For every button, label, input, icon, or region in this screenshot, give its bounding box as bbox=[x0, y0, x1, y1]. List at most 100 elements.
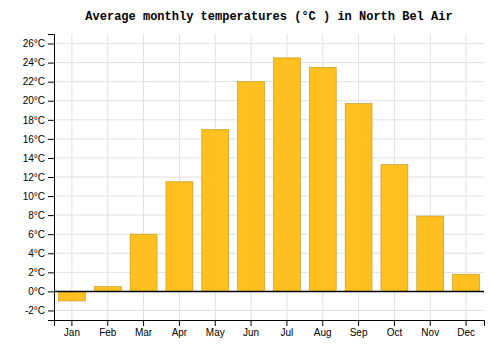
tick-mark bbox=[71, 320, 72, 326]
plot-area bbox=[54, 58, 484, 301]
bar bbox=[345, 104, 372, 292]
tick-mark bbox=[48, 196, 54, 197]
tick-mark bbox=[358, 320, 359, 326]
bar bbox=[453, 274, 480, 291]
grid-line-y bbox=[54, 215, 484, 216]
tick-label: 6°C bbox=[28, 229, 45, 240]
bar bbox=[130, 234, 157, 291]
bar bbox=[238, 82, 265, 292]
tick-label: Sep bbox=[350, 327, 368, 338]
tick: 4°C bbox=[28, 248, 54, 259]
tick-mark bbox=[107, 320, 108, 326]
tick-label: Jan bbox=[64, 327, 80, 338]
grid-line-y bbox=[54, 100, 484, 101]
baseline bbox=[54, 291, 484, 293]
tick-label: 22°C bbox=[23, 76, 45, 87]
tick: Sep bbox=[350, 320, 368, 338]
tick-label: 18°C bbox=[23, 115, 45, 126]
grid-line-y bbox=[54, 138, 484, 139]
tick-mark bbox=[322, 320, 323, 326]
tick-mark bbox=[48, 310, 54, 311]
tick-label: Apr bbox=[172, 327, 188, 338]
tick: May bbox=[206, 320, 225, 338]
tick-mark bbox=[48, 253, 54, 254]
tick: 18°C bbox=[23, 115, 54, 126]
axis-line bbox=[55, 321, 485, 327]
tick-mark bbox=[215, 320, 216, 326]
tick: 20°C bbox=[23, 95, 54, 106]
tick-label: 12°C bbox=[23, 172, 45, 183]
tick: Feb bbox=[99, 320, 117, 338]
tick-label: 16°C bbox=[23, 134, 45, 145]
bar bbox=[381, 165, 408, 292]
tick-label: Oct bbox=[387, 327, 403, 338]
tick-label: 2°C bbox=[28, 267, 45, 278]
tick-mark bbox=[48, 177, 54, 178]
chart-container: -2°C0°C2°C4°C6°C8°C10°C12°C14°C16°C18°C2… bbox=[0, 0, 500, 350]
bar bbox=[58, 291, 85, 301]
tick-mark bbox=[286, 320, 287, 326]
title: Average monthly temperatures (°C ) in No… bbox=[85, 10, 452, 24]
chart: -2°C0°C2°C4°C6°C8°C10°C12°C14°C16°C18°C2… bbox=[0, 0, 500, 350]
y-axis: -2°C0°C2°C4°C6°C8°C10°C12°C14°C16°C18°C2… bbox=[23, 35, 55, 321]
tick: 24°C bbox=[23, 57, 54, 68]
tick: Jan bbox=[64, 320, 80, 338]
tick-label: Mar bbox=[135, 327, 153, 338]
tick-label: 4°C bbox=[28, 248, 45, 259]
tick: Dec bbox=[457, 320, 475, 338]
grid-line-y bbox=[54, 177, 484, 178]
tick: Jul bbox=[281, 320, 294, 338]
tick-label: 24°C bbox=[23, 57, 45, 68]
bar bbox=[309, 67, 336, 291]
tick-label: May bbox=[206, 327, 225, 338]
grid-line-y bbox=[54, 310, 484, 311]
tick-mark bbox=[48, 120, 54, 121]
tick-label: Jul bbox=[281, 327, 294, 338]
grid-line-y bbox=[54, 119, 484, 120]
tick: Nov bbox=[421, 320, 439, 338]
tick-mark bbox=[48, 158, 54, 159]
grid-line-y bbox=[54, 196, 484, 197]
grid-line-y bbox=[54, 43, 484, 44]
tick-mark bbox=[48, 82, 54, 83]
tick-mark bbox=[48, 272, 54, 273]
tick-mark bbox=[48, 291, 54, 292]
tick-label: -2°C bbox=[25, 305, 45, 316]
tick-mark bbox=[48, 139, 54, 140]
tick-mark bbox=[48, 63, 54, 64]
tick-mark bbox=[394, 320, 395, 326]
tick-mark bbox=[48, 44, 54, 45]
bar bbox=[202, 129, 229, 291]
grid bbox=[54, 34, 484, 320]
tick: Oct bbox=[387, 320, 403, 338]
tick: 22°C bbox=[23, 76, 54, 87]
tick-mark bbox=[179, 320, 180, 326]
tick-label: 0°C bbox=[28, 286, 45, 297]
grid-line-x bbox=[71, 34, 72, 320]
tick-label: 14°C bbox=[23, 153, 45, 164]
x-axis: Jan Feb Mar Apr May Jun Jul Aug Sep Oct Nov Dec bbox=[55, 320, 485, 338]
tick: 2°C bbox=[28, 267, 54, 278]
tick-label: 10°C bbox=[23, 191, 45, 202]
tick: Jun bbox=[243, 320, 259, 338]
tick: 10°C bbox=[23, 191, 54, 202]
tick: Mar bbox=[135, 320, 153, 338]
tick: Apr bbox=[172, 320, 188, 338]
tick-label: 20°C bbox=[23, 95, 45, 106]
tick-mark bbox=[48, 234, 54, 235]
axis-line bbox=[48, 35, 55, 321]
tick-mark bbox=[430, 320, 431, 326]
tick-label: 26°C bbox=[23, 38, 45, 49]
tick-label: Jun bbox=[243, 327, 259, 338]
grid-line-x bbox=[107, 34, 108, 320]
tick: 6°C bbox=[28, 229, 54, 240]
tick-mark bbox=[143, 320, 144, 326]
grid-line-y bbox=[54, 291, 484, 292]
grid-line-y bbox=[54, 157, 484, 158]
tick: 26°C bbox=[23, 38, 54, 49]
tick-label: Nov bbox=[421, 327, 439, 338]
tick-label: Aug bbox=[314, 327, 332, 338]
tick-mark bbox=[48, 101, 54, 102]
tick-mark bbox=[251, 320, 252, 326]
tick: 14°C bbox=[23, 153, 54, 164]
